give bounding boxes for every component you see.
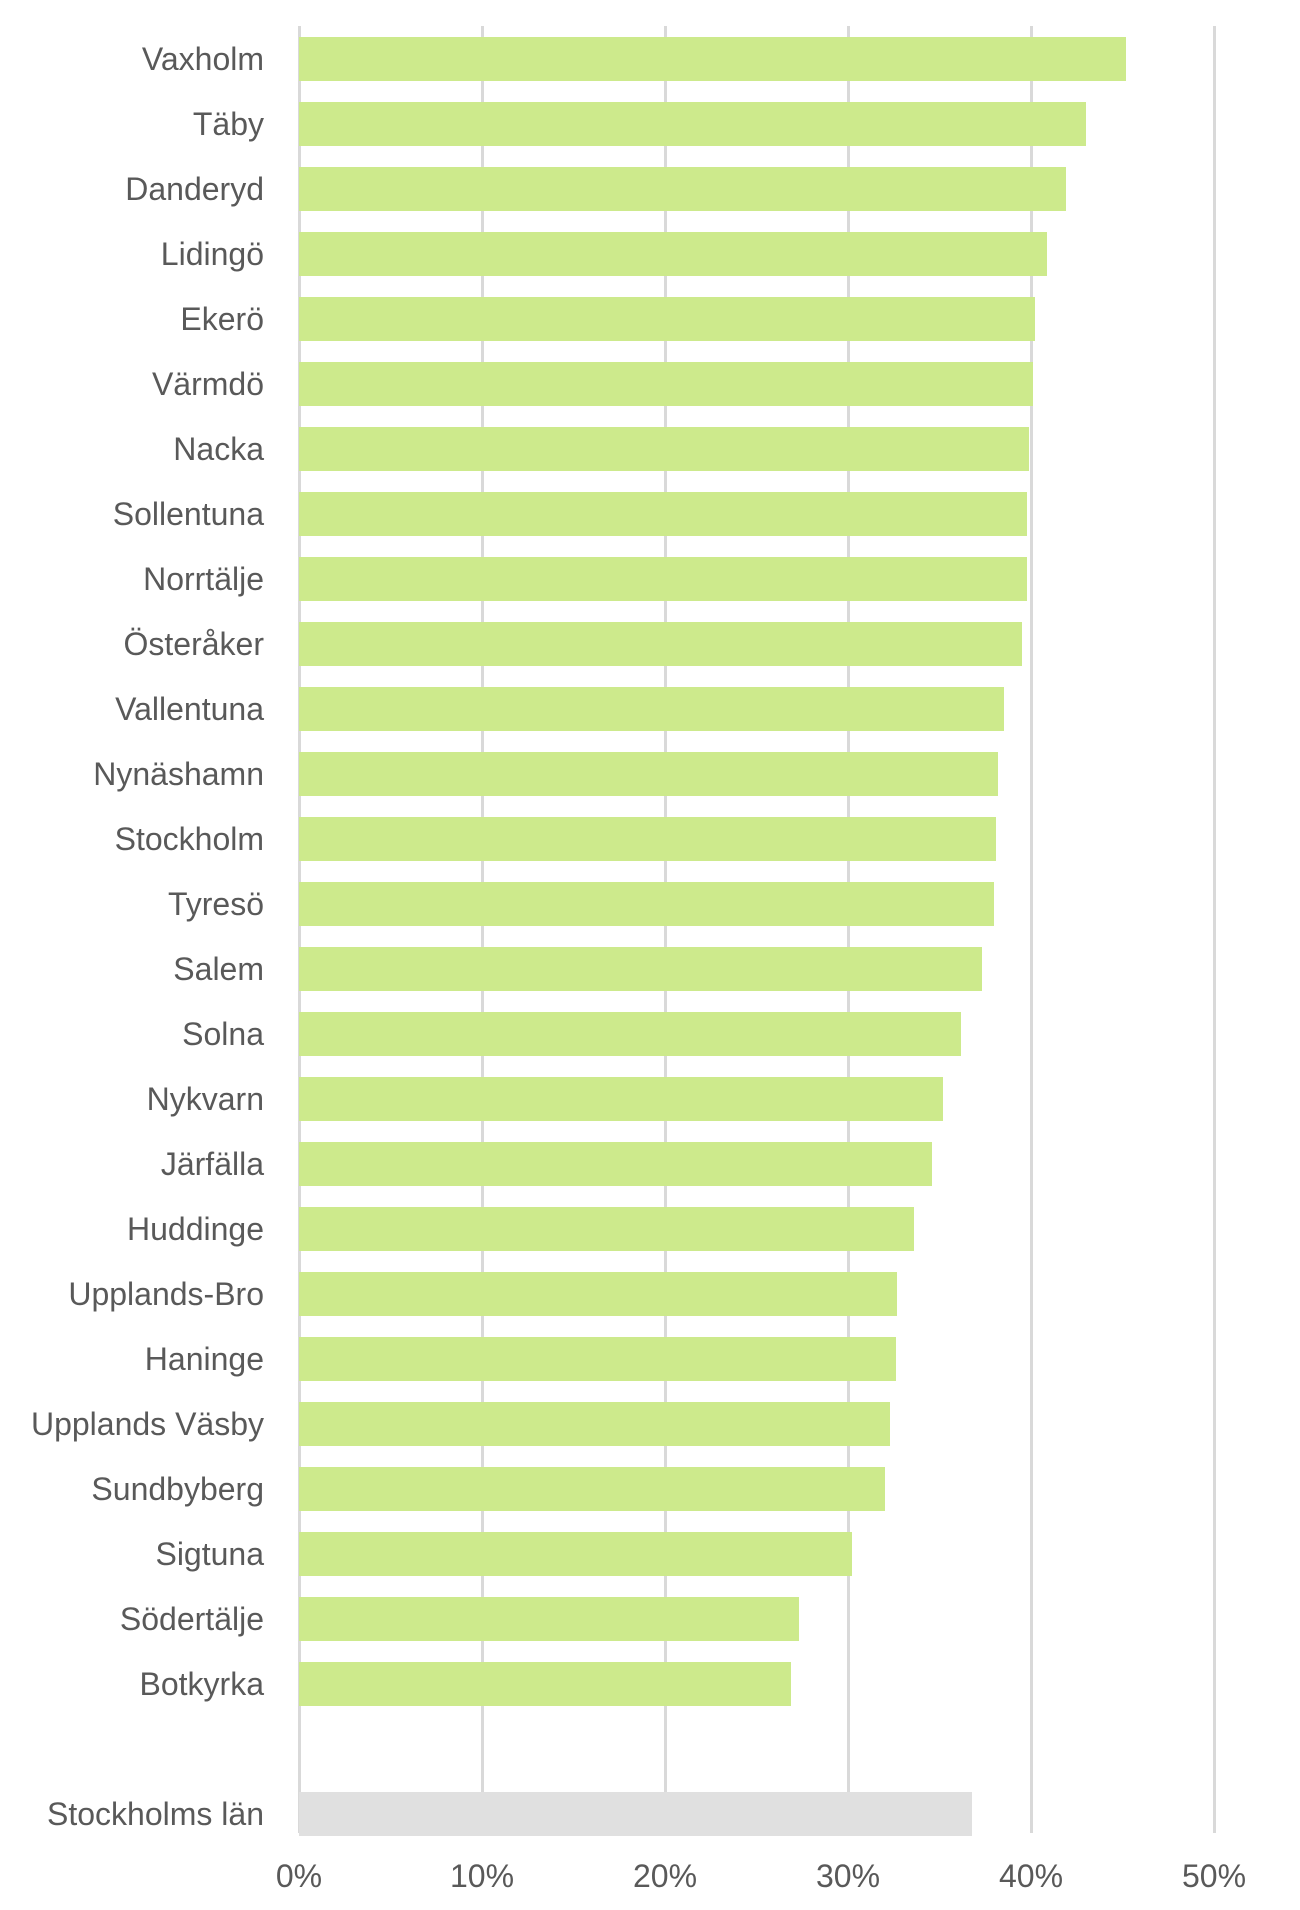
value-bar [299, 427, 1029, 471]
category-label: Tyresö [167, 886, 264, 922]
value-bar [299, 882, 994, 926]
category-label: Haninge [144, 1341, 264, 1377]
category-label: Lidingö [160, 236, 264, 272]
value-bar [299, 1402, 890, 1446]
x-tick-label: 40% [998, 1858, 1064, 1894]
x-tick-label: 10% [449, 1858, 515, 1894]
x-tick-label: 30% [815, 1858, 881, 1894]
category-label: Norrtälje [143, 561, 264, 597]
category-label: Stockholms län [47, 1796, 264, 1832]
value-bar [299, 1467, 885, 1511]
category-label: Sundbyberg [91, 1471, 264, 1507]
category-label: Botkyrka [139, 1666, 264, 1702]
value-bar [299, 817, 996, 861]
value-bar [299, 362, 1033, 406]
x-tick-label: 20% [632, 1858, 698, 1894]
category-label: Huddinge [127, 1211, 264, 1247]
value-bar [299, 232, 1047, 276]
category-label: Värmdö [151, 366, 264, 402]
value-bar [299, 102, 1086, 146]
value-bar [299, 1207, 914, 1251]
value-bar [299, 1012, 961, 1056]
gridline-30 [847, 26, 850, 1833]
value-bar [299, 492, 1027, 536]
category-label: Vaxholm [141, 41, 264, 77]
gridline-10 [481, 26, 484, 1833]
value-bar [299, 687, 1004, 731]
value-bar [299, 37, 1126, 81]
gridline-40 [1030, 26, 1033, 1833]
x-tick-label: 0% [275, 1858, 323, 1894]
category-label: Täby [192, 106, 264, 142]
value-bar [299, 947, 982, 991]
gridline-20 [664, 26, 667, 1833]
value-bar [299, 1662, 791, 1706]
category-label: Nykvarn [146, 1081, 264, 1117]
value-bar [299, 1337, 896, 1381]
category-label: Nynäshamn [93, 756, 264, 792]
category-label: Österåker [123, 626, 264, 662]
value-bar [299, 557, 1027, 601]
category-label: Stockholm [114, 821, 264, 857]
category-label: Vallentuna [115, 691, 264, 727]
category-label: Ekerö [180, 301, 264, 337]
category-label: Södertälje [119, 1601, 264, 1637]
gridline-0 [298, 26, 301, 1833]
category-label: Nacka [173, 431, 264, 467]
category-label: Upplands-Bro [68, 1276, 264, 1312]
value-bar [299, 1272, 897, 1316]
category-label: Järfälla [160, 1146, 264, 1182]
category-label: Salem [173, 951, 264, 987]
value-bar [299, 752, 998, 796]
value-bar [299, 1532, 852, 1576]
category-label: Upplands Väsby [30, 1406, 264, 1442]
value-bar [299, 1597, 799, 1641]
category-label: Sigtuna [155, 1536, 264, 1572]
category-label: Danderyd [125, 171, 264, 207]
category-label: Solna [182, 1016, 264, 1052]
x-tick-label: 50% [1181, 1858, 1247, 1894]
value-bar [299, 1077, 943, 1121]
category-label: Sollentuna [112, 496, 264, 532]
value-bar [299, 1792, 972, 1836]
value-bar [299, 297, 1035, 341]
gridline-50 [1213, 26, 1216, 1833]
value-bar [299, 167, 1066, 211]
value-bar [299, 622, 1022, 666]
value-bar [299, 1142, 932, 1186]
